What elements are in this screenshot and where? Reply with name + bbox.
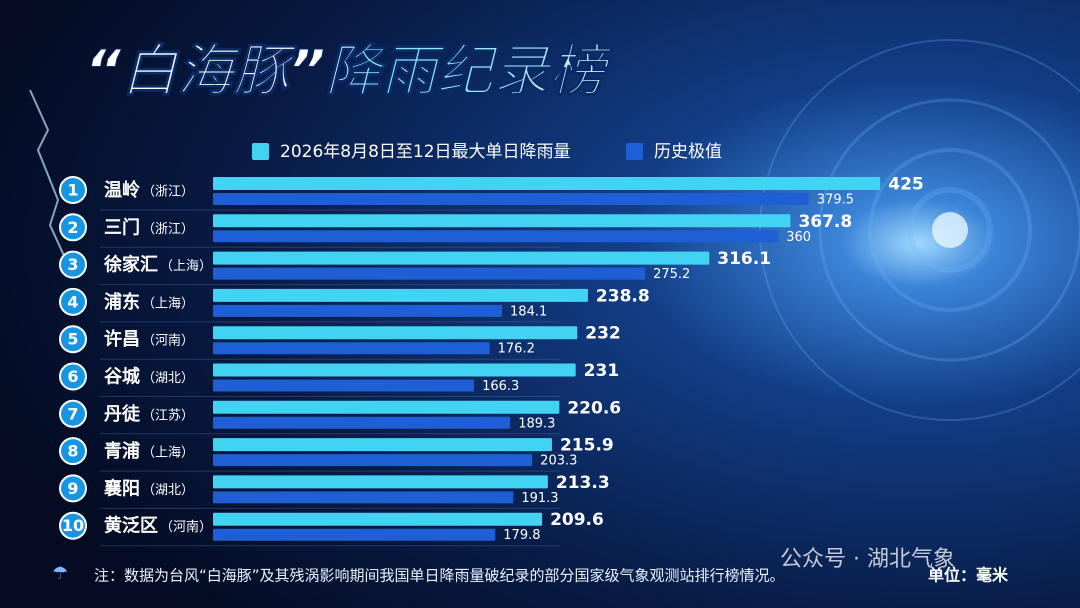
bar [213,251,710,265]
category-label: 青浦 [104,440,140,462]
province-label: （上海） [142,296,194,311]
value-label: 209.6 [550,510,604,530]
cyclone-eye [932,212,968,248]
bar [213,528,496,541]
category-label: 黄泛区 [104,515,158,537]
category-label: 浦东 [104,291,140,313]
rank-label: 8 [67,442,78,461]
value-label: 220.6 [567,398,621,418]
value-label: 215.9 [560,436,614,456]
rank-label: 6 [67,367,78,386]
bar [213,400,560,414]
province-label: （上海） [160,259,212,274]
province-label: （上海） [142,446,194,461]
category-label: 丹徒 [104,403,141,425]
province-label: （河南） [142,333,194,349]
value-label: 166.3 [482,379,519,394]
rain-icon: ☂ [52,563,68,584]
legend-label: 历史极值 [654,142,722,162]
bar [213,512,543,526]
province-label: （浙江） [142,185,194,200]
bar [213,342,490,355]
category-label: 徐家汇 [103,254,158,276]
bar [213,230,779,243]
watermark: 公众号 · 湖北气象 [780,547,955,572]
province-label: （江苏） [142,407,194,423]
rank-label: 1 [67,181,78,200]
value-label: 232 [585,324,621,344]
value-label: 316.1 [717,249,771,269]
category-label: 襄阳 [103,477,140,499]
rank-badge [59,287,87,316]
rank-badge [59,399,87,428]
rank-label: 5 [67,330,78,349]
rank-badge [59,176,87,204]
bar [213,454,533,467]
bar [213,379,475,392]
value-label: 231 [584,361,620,381]
province-label: （浙江） [142,222,194,237]
rank-badge [59,511,87,540]
rank-badge [59,437,87,466]
rank-badge [59,213,87,242]
category-label: 温岭 [104,179,140,201]
rank-badge [59,362,87,391]
bar [213,288,588,302]
rank-label: 2 [67,218,78,237]
value-label: 203.3 [540,454,577,469]
rank-badge [59,250,87,279]
value-label: 238.8 [596,286,650,306]
category-label: 许昌 [104,328,140,350]
value-label: 191.3 [521,491,558,506]
rank-badge [59,474,87,503]
bar [213,491,514,504]
rank-label: 3 [67,255,78,274]
bar [213,177,881,190]
bar [213,475,548,489]
value-label: 189.3 [518,416,555,431]
rank-badge [59,325,87,354]
value-label: 379.5 [817,193,854,208]
province-label: （湖北） [142,483,194,498]
bar [213,363,576,377]
lightning [29,89,67,261]
bar [213,214,791,228]
category-label: 谷城 [104,366,140,388]
value-label: 184.1 [510,304,547,319]
bar [213,267,646,280]
bar [213,304,503,317]
value-label: 176.2 [498,342,535,357]
province-label: （湖北） [142,371,194,386]
bar [213,326,578,340]
province-label: （河南） [160,519,212,535]
note: 注：数据为台风“白海豚”及其残涡影响期间我国单日降雨量破纪录的部分国家级气象观测… [94,567,785,585]
legend-swatch [626,143,643,160]
rank-label: 4 [67,292,78,311]
value-label: 213.3 [556,473,610,493]
bar [213,416,511,429]
cyclone-decoration [759,39,1080,421]
value-label: 367.8 [798,212,852,232]
value-label: 275.2 [653,267,690,282]
value-label: 360 [786,230,811,245]
value-label: 179.8 [503,528,540,543]
bar [213,438,552,452]
value-label: 425 [888,175,924,195]
rank-label: 7 [67,404,78,423]
chart-title: “白海豚”降雨纪录榜 [85,39,613,104]
category-label: 三门 [104,216,140,238]
bar [213,193,809,205]
legend-label: 2026年8月8日至12日最大单日降雨量 [280,142,571,162]
rank-label: 10 [62,516,84,535]
legend-swatch [252,143,269,160]
rank-label: 9 [67,479,78,498]
unit: 单位：毫米 [928,566,1009,585]
